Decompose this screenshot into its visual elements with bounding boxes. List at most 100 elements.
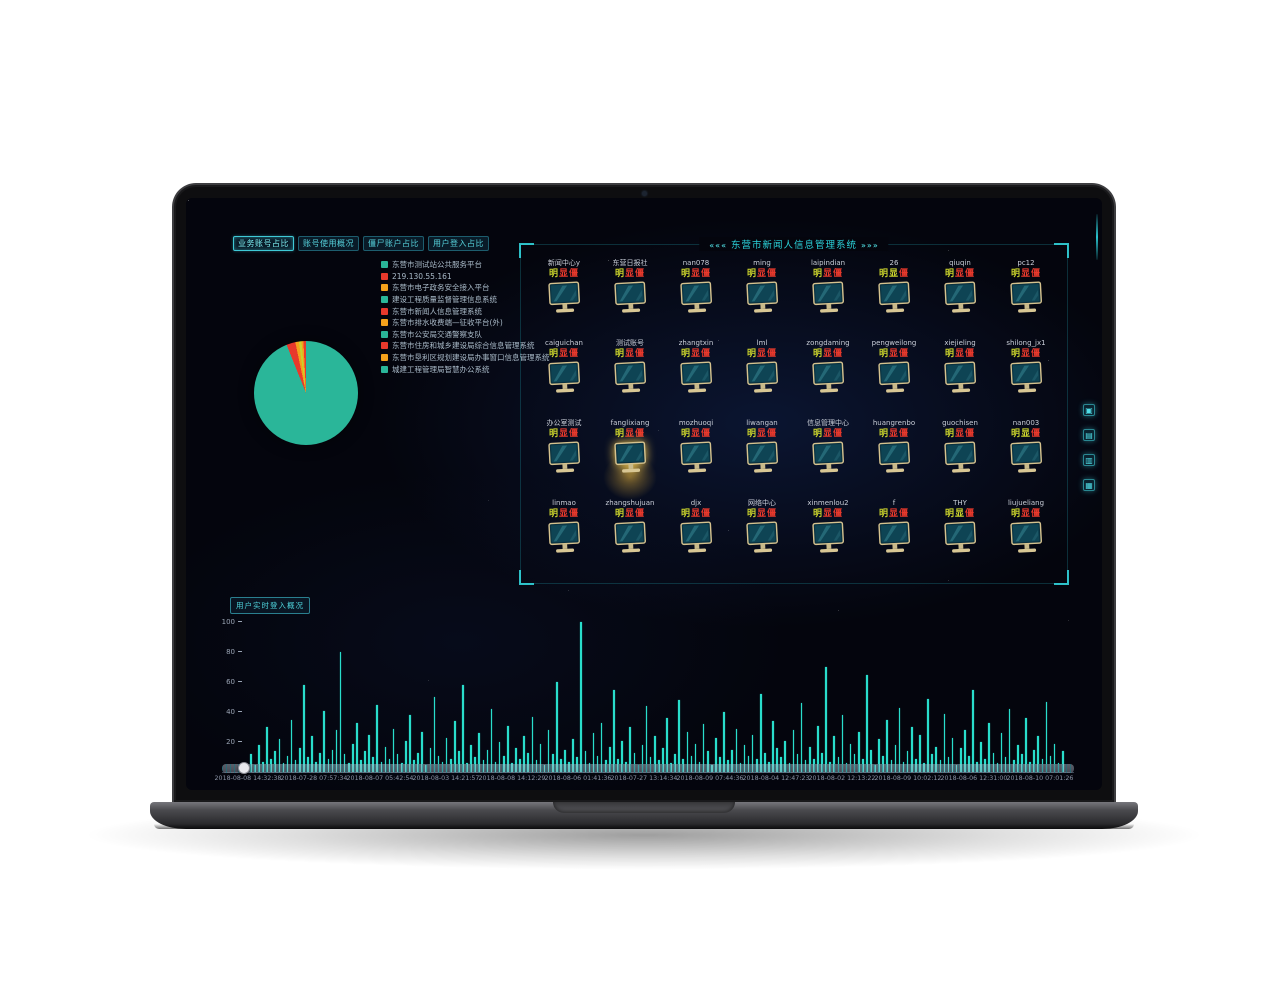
user-cell[interactable]: caiguichan 明显僵 — [531, 338, 597, 409]
tab-0[interactable]: 业务账号占比 — [233, 236, 294, 251]
user-cell[interactable]: 信息管理中心 明显僵 — [795, 418, 861, 489]
status-badge-char: 僵 — [899, 269, 910, 279]
monitor-icon[interactable] — [939, 521, 981, 557]
grid-widget-icon[interactable]: ▣ — [1083, 404, 1095, 416]
monitor-icon[interactable] — [543, 281, 585, 317]
legend-item[interactable]: 东营市电子政务安全接入平台 — [381, 282, 550, 294]
user-cell[interactable]: laipindian 明显僵 — [795, 258, 861, 329]
tab-2[interactable]: 僵尸账户占比 — [363, 236, 424, 251]
legend-swatch-icon — [381, 365, 388, 373]
status-badge-char: 明 — [680, 269, 691, 279]
bar — [396, 754, 399, 772]
user-cell[interactable]: 测试账号 明显僵 — [597, 338, 663, 409]
monitor-icon[interactable] — [741, 281, 783, 317]
status-badge: 明显僵 — [729, 348, 795, 360]
status-badge-char: 明 — [1010, 349, 1021, 359]
user-cell[interactable]: nan003 明显僵 — [993, 418, 1059, 489]
user-cell[interactable]: linmao 明显僵 — [531, 498, 597, 569]
user-widget-icon[interactable]: ▥ — [1083, 454, 1095, 466]
monitor-icon[interactable] — [873, 441, 915, 477]
legend-item[interactable]: 建设工程质量监督管理信息系统 — [381, 294, 550, 306]
monitor-icon[interactable] — [873, 281, 915, 317]
monitor-icon[interactable] — [741, 441, 783, 477]
user-cell[interactable]: f 明显僵 — [861, 498, 927, 569]
user-cell[interactable]: 办公室测试 明显僵 — [531, 418, 597, 489]
x-tick-label: 2018-08-10 07:01:26 — [1006, 775, 1074, 782]
monitor-icon[interactable] — [609, 361, 651, 397]
monitor-icon[interactable] — [873, 361, 915, 397]
monitor-icon[interactable] — [939, 441, 981, 477]
monitor-icon[interactable] — [543, 361, 585, 397]
status-badge: 明显僵 — [927, 268, 993, 280]
monitor-icon[interactable] — [741, 361, 783, 397]
user-cell[interactable]: zhangshujuan 明显僵 — [597, 498, 663, 569]
user-cell[interactable]: guochisen 明显僵 — [927, 418, 993, 489]
monitor-icon[interactable] — [675, 521, 717, 557]
user-cell[interactable]: zongdaming 明显僵 — [795, 338, 861, 409]
monitor-icon[interactable] — [1005, 281, 1047, 317]
user-cell[interactable]: djx 明显僵 — [663, 498, 729, 569]
monitor-icon[interactable] — [1005, 441, 1047, 477]
status-badge-char: 显 — [624, 269, 635, 279]
bar — [356, 722, 358, 772]
user-cell[interactable]: huangrenbo 明显僵 — [861, 418, 927, 489]
monitor-icon[interactable] — [609, 441, 651, 477]
user-cell[interactable]: liwangan 明显僵 — [729, 418, 795, 489]
right-scroll-indicator[interactable] — [1096, 214, 1098, 260]
monitor-icon[interactable] — [675, 441, 717, 477]
user-cell[interactable]: pengweilong 明显僵 — [861, 338, 927, 409]
user-cell[interactable]: pc12 明显僵 — [993, 258, 1059, 329]
legend-item[interactable]: 东营市新闻人信息管理系统 — [381, 305, 550, 317]
monitor-icon[interactable] — [939, 281, 981, 317]
user-cell[interactable]: fanglixiang 明显僵 — [597, 418, 663, 489]
legend-item[interactable]: 东营市测试站公共服务平台 — [381, 259, 550, 271]
x-tick-label: 2018-07-28 07:57:34 — [280, 775, 348, 782]
tab-1[interactable]: 账号使用概况 — [298, 236, 359, 251]
monitor-icon[interactable] — [807, 521, 849, 557]
legend-item[interactable]: 城建工程管理局智慧办公系统 — [381, 363, 550, 375]
user-cell[interactable]: lml 明显僵 — [729, 338, 795, 409]
bar — [609, 746, 611, 772]
monitor-icon[interactable] — [609, 521, 651, 557]
user-cell[interactable]: 东营日报社 明显僵 — [597, 258, 663, 329]
status-badge-char: 僵 — [569, 509, 580, 519]
user-cell[interactable]: THY 明显僵 — [927, 498, 993, 569]
legend-item[interactable]: 219.130.55.161 — [381, 271, 550, 283]
status-badge: 明显僵 — [597, 268, 663, 280]
user-cell[interactable]: qiuqin 明显僵 — [927, 258, 993, 329]
monitor-icon[interactable] — [939, 361, 981, 397]
user-cell[interactable]: 26 明显僵 — [861, 258, 927, 329]
user-cell[interactable]: xiejieling 明显僵 — [927, 338, 993, 409]
legend-item[interactable]: 东营市住房和城乡建设局综合信息管理系统 — [381, 340, 550, 352]
user-cell[interactable]: 网络中心 明显僵 — [729, 498, 795, 569]
monitor-icon[interactable] — [807, 441, 849, 477]
monitor-widget-icon[interactable]: ▤ — [1083, 429, 1095, 441]
monitor-icon[interactable] — [873, 521, 915, 557]
legend-item[interactable]: 东营市排水收费端—征收平台(外) — [381, 317, 550, 329]
legend-item[interactable]: 东营市公安局交通警察支队 — [381, 329, 550, 341]
user-cell[interactable]: ming 明显僵 — [729, 258, 795, 329]
monitor-icon[interactable] — [609, 281, 651, 317]
user-cell[interactable]: shilong_jx1 明显僵 — [993, 338, 1059, 409]
tab-3[interactable]: 用户登入占比 — [428, 236, 489, 251]
monitor-icon[interactable] — [543, 441, 585, 477]
monitor-icon[interactable] — [1005, 361, 1047, 397]
chart-widget-icon[interactable]: ▦ — [1083, 479, 1095, 491]
monitor-icon[interactable] — [543, 521, 585, 557]
user-cell[interactable]: liujueliang 明显僵 — [993, 498, 1059, 569]
user-cell[interactable]: zhangtxin 明显僵 — [663, 338, 729, 409]
monitor-icon[interactable] — [807, 281, 849, 317]
monitor-icon[interactable] — [807, 361, 849, 397]
monitor-icon[interactable] — [675, 281, 717, 317]
monitor-icon[interactable] — [675, 361, 717, 397]
user-cell[interactable]: xinmenlou2 明显僵 — [795, 498, 861, 569]
datazoom-slider[interactable] — [222, 762, 1074, 774]
legend-item[interactable]: 东营市垦利区规划建设局办事窗口信息管理系统 — [381, 352, 550, 364]
user-cell[interactable]: 新闻中心y 明显僵 — [531, 258, 597, 329]
datazoom-handle[interactable] — [238, 762, 250, 774]
user-cell[interactable]: mozhuoqi 明显僵 — [663, 418, 729, 489]
bar — [825, 667, 827, 772]
user-cell[interactable]: nan078 明显僵 — [663, 258, 729, 329]
monitor-icon[interactable] — [1005, 521, 1047, 557]
monitor-icon[interactable] — [741, 521, 783, 557]
